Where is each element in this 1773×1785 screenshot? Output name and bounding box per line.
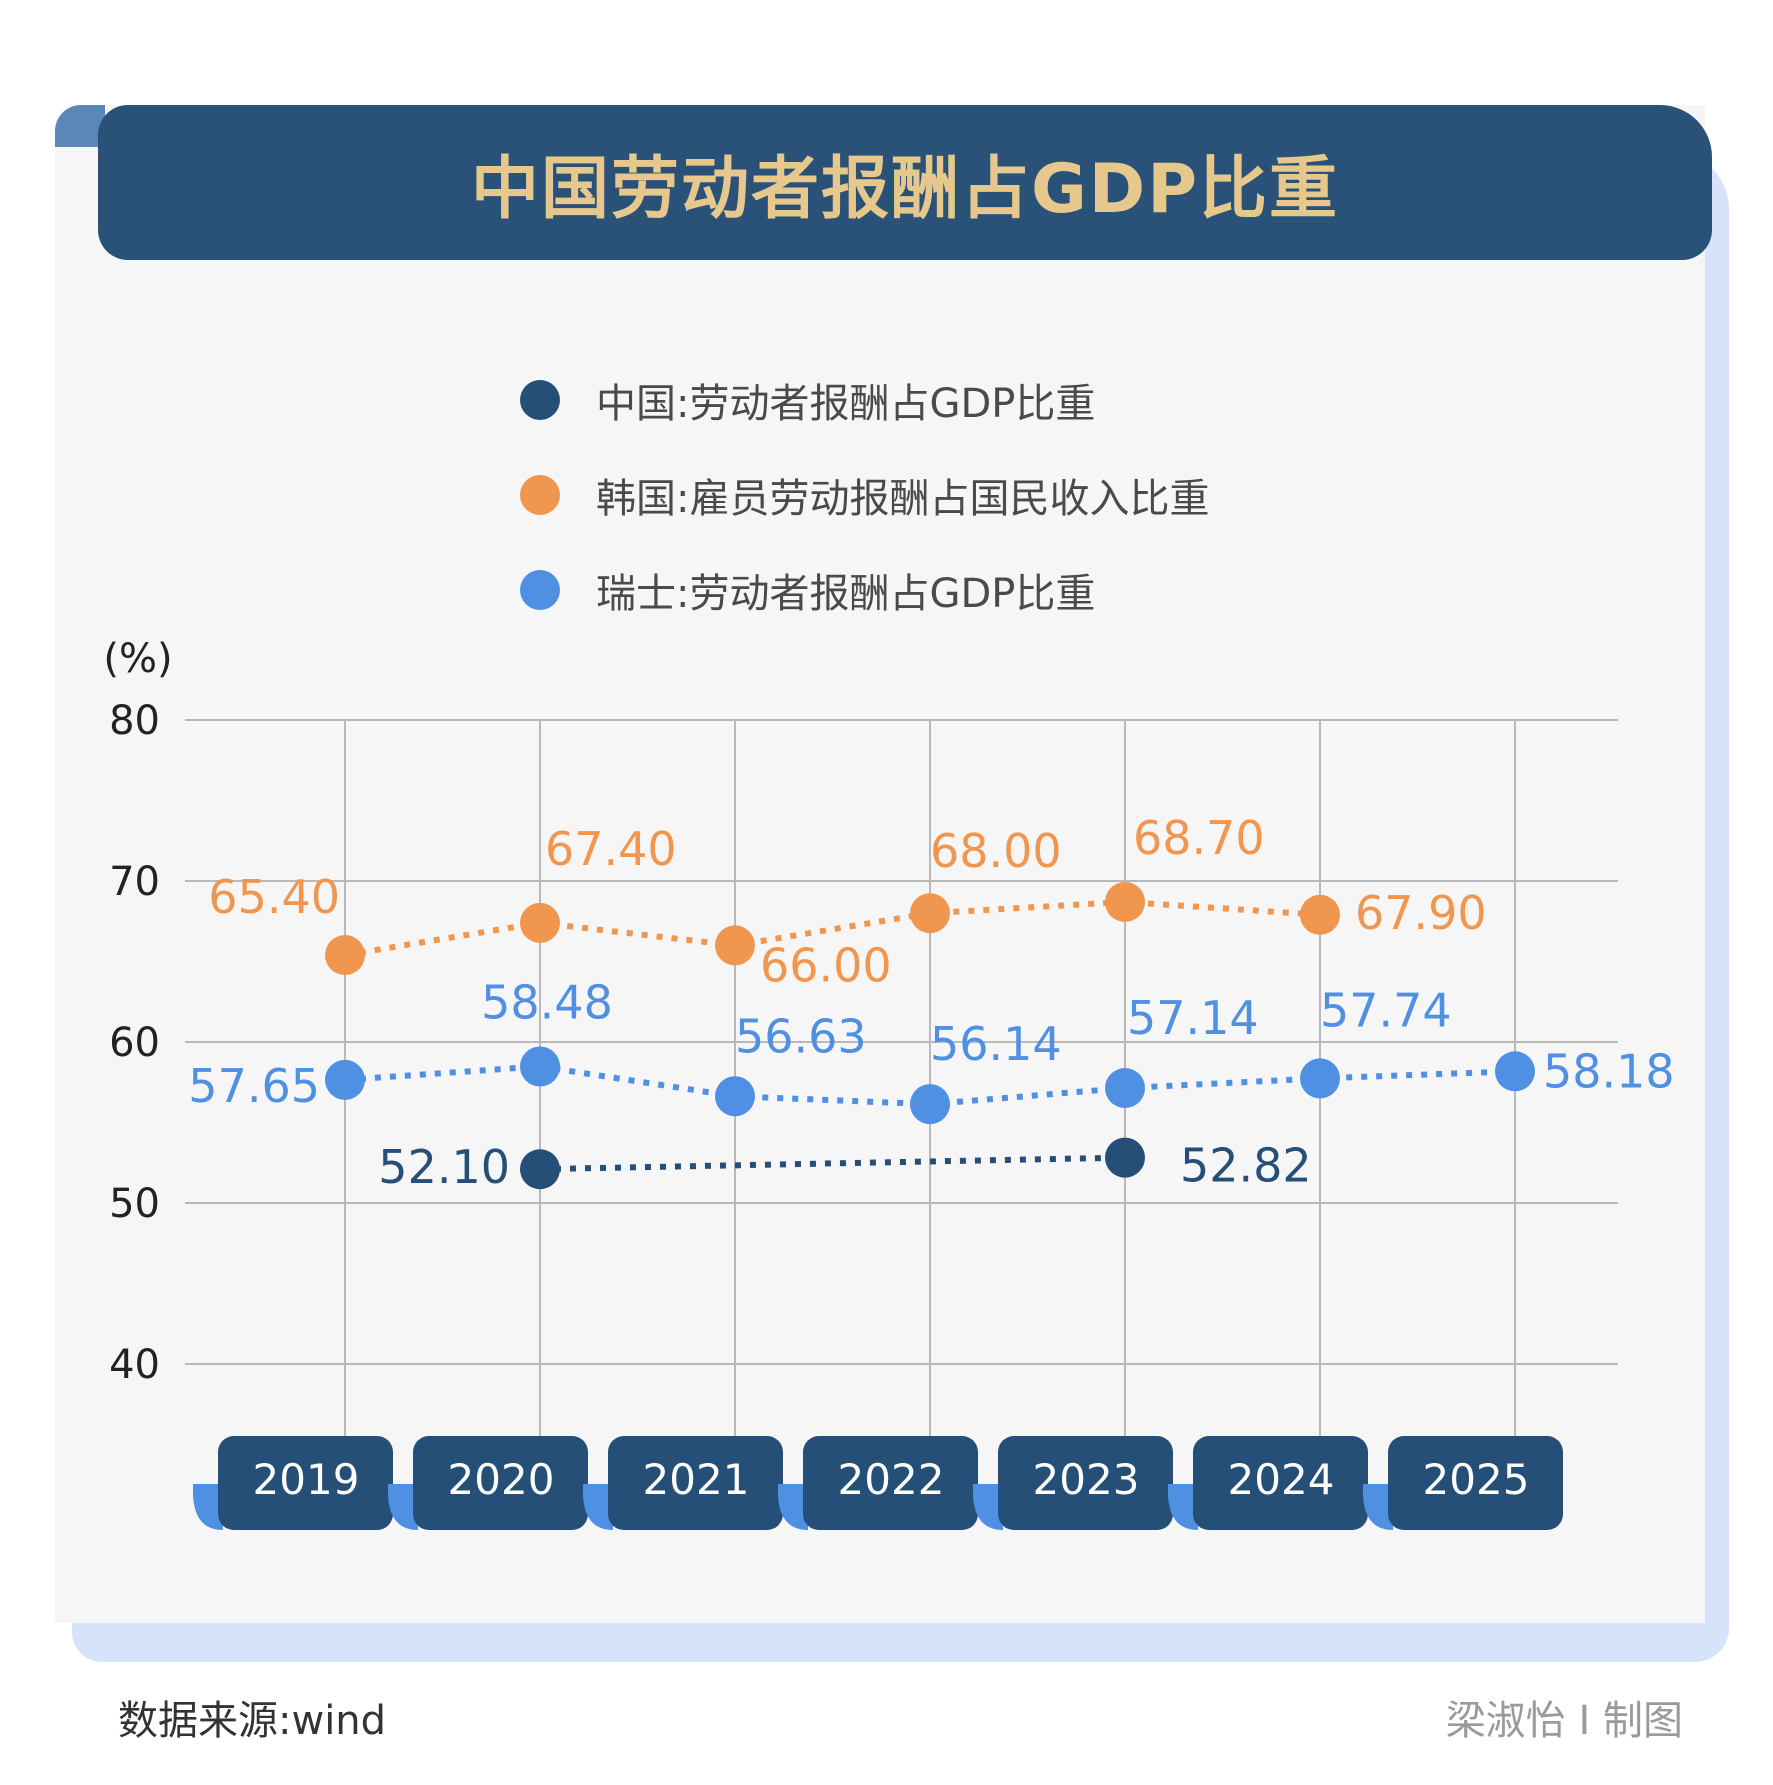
data-label-switzerland: 57.65 xyxy=(188,1059,320,1113)
x-tick-label: 2021 xyxy=(643,1455,750,1504)
legend-label-china: 中国:劳动者报酬占GDP比重 xyxy=(596,380,1096,427)
data-label-korea: 66.00 xyxy=(760,938,892,992)
title-bar: 中国劳动者报酬占GDP比重 xyxy=(98,105,1712,260)
data-point-switzerland xyxy=(520,1046,560,1087)
year-tab xyxy=(998,1436,1173,1530)
year-tab-accent xyxy=(1363,1484,1393,1530)
data-point-korea xyxy=(1300,894,1340,935)
y-tick-label: 50 xyxy=(109,1181,160,1227)
data-point-switzerland xyxy=(910,1084,950,1125)
year-tab-accent xyxy=(388,1484,418,1530)
data-label-china: 52.82 xyxy=(1180,1139,1312,1193)
data-source: 数据来源:wind xyxy=(118,1698,387,1744)
year-tab-accent xyxy=(778,1484,808,1530)
data-point-korea xyxy=(520,902,560,943)
legend-item-switzerland: 瑞士:劳动者报酬占GDP比重 xyxy=(520,542,1209,637)
year-tab xyxy=(803,1436,978,1530)
data-label-korea: 68.00 xyxy=(930,824,1062,878)
data-label-korea: 67.90 xyxy=(1355,886,1487,940)
chart-credit: 梁淑怡 I 制图 xyxy=(1445,1698,1683,1744)
year-tab xyxy=(1193,1436,1368,1530)
legend: 中国:劳动者报酬占GDP比重 韩国:雇员劳动报酬占国民收入比重 瑞士:劳动者报酬… xyxy=(520,352,1209,637)
chart-panel xyxy=(55,105,1705,1623)
year-tab xyxy=(1388,1436,1563,1530)
x-tick-label: 2020 xyxy=(448,1455,555,1504)
data-point-korea xyxy=(1105,881,1145,922)
x-tick-label: 2019 xyxy=(253,1455,360,1504)
data-point-switzerland xyxy=(1300,1058,1340,1099)
x-tick-label: 2022 xyxy=(838,1455,945,1504)
year-tab xyxy=(608,1436,783,1530)
data-point-korea xyxy=(715,925,755,966)
legend-item-china: 中国:劳动者报酬占GDP比重 xyxy=(520,352,1209,447)
data-label-china: 52.10 xyxy=(378,1140,510,1194)
legend-marker-china xyxy=(520,379,560,420)
year-tab xyxy=(413,1436,588,1530)
x-tick-label: 2024 xyxy=(1228,1455,1335,1504)
x-tick-label: 2023 xyxy=(1033,1455,1140,1504)
data-point-china xyxy=(1105,1137,1145,1178)
year-tab xyxy=(218,1436,393,1530)
data-point-switzerland xyxy=(1495,1051,1535,1092)
data-point-switzerland xyxy=(325,1059,365,1100)
data-label-switzerland: 58.18 xyxy=(1543,1044,1675,1098)
year-tab-accent xyxy=(1168,1484,1198,1530)
title-tab-accent xyxy=(55,105,105,147)
data-point-china xyxy=(520,1149,560,1190)
y-tick-label: 80 xyxy=(109,698,160,744)
y-axis-unit-label: (%) xyxy=(103,636,172,682)
x-tick-label: 2025 xyxy=(1423,1455,1530,1504)
data-point-switzerland xyxy=(715,1076,755,1117)
legend-marker-switzerland xyxy=(520,569,560,610)
data-label-switzerland: 56.14 xyxy=(930,1017,1062,1071)
data-point-switzerland xyxy=(1105,1068,1145,1109)
legend-item-korea: 韩国:雇员劳动报酬占国民收入比重 xyxy=(520,447,1209,542)
data-label-switzerland: 57.74 xyxy=(1320,983,1452,1037)
legend-label-switzerland: 瑞士:劳动者报酬占GDP比重 xyxy=(596,570,1096,617)
data-point-korea xyxy=(325,935,365,976)
year-tab-accent xyxy=(193,1484,223,1530)
series-line-china xyxy=(539,1154,1126,1173)
data-point-korea xyxy=(910,893,950,934)
y-tick-label: 60 xyxy=(109,1020,160,1066)
legend-label-korea: 韩国:雇员劳动报酬占国民收入比重 xyxy=(596,475,1210,522)
data-label-korea: 68.70 xyxy=(1133,811,1265,865)
year-tab-accent xyxy=(583,1484,613,1530)
data-label-switzerland: 57.14 xyxy=(1127,991,1259,1045)
data-label-korea: 67.40 xyxy=(545,822,677,876)
legend-marker-korea xyxy=(520,474,560,515)
y-tick-label: 40 xyxy=(109,1342,160,1388)
data-label-switzerland: 56.63 xyxy=(735,1009,867,1063)
y-tick-label: 70 xyxy=(109,859,160,905)
data-label-korea: 65.40 xyxy=(208,870,340,924)
year-tab-accent xyxy=(973,1484,1003,1530)
data-label-switzerland: 58.48 xyxy=(481,975,613,1029)
chart-title: 中国劳动者报酬占GDP比重 xyxy=(470,150,1340,229)
